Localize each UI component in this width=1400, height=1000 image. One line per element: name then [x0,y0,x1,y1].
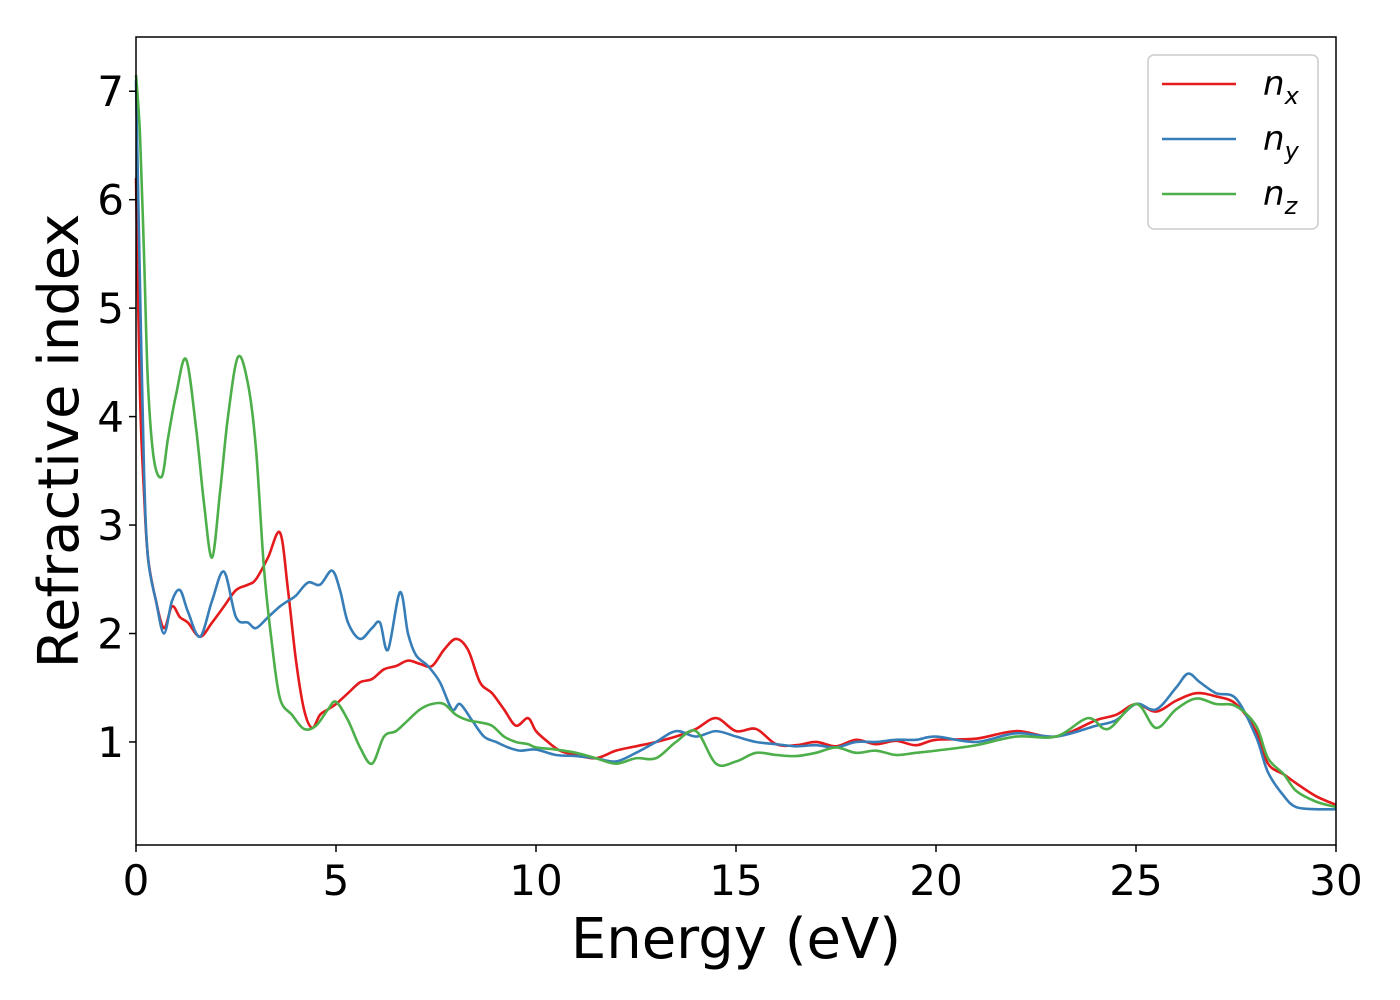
x-tick-label: 0 [123,856,150,905]
legend-label-base: n [1263,119,1285,159]
legend-label-subscript: y [1284,137,1300,165]
series-line-ny [134,80,1337,811]
y-tick-label: 5 [97,284,124,333]
legend-label-base: n [1263,64,1285,104]
x-tick-label: 5 [323,856,350,905]
y-tick-label: 7 [97,67,124,116]
x-tick-label: 15 [709,856,762,905]
y-axis-ticks: 1 2 3 4 5 6 7 [97,67,136,767]
x-axis-ticks: 0 5 10 15 20 25 30 [123,845,1363,905]
legend-label-subscript: x [1284,82,1300,110]
y-axis-label: Refractive index [27,214,92,669]
series-line-nx [134,177,1337,807]
x-tick-label: 20 [909,856,962,905]
y-tick-label: 4 [97,393,124,442]
y-tick-label: 6 [97,176,124,225]
x-tick-label: 25 [1109,856,1162,905]
x-axis-label: Energy (eV) [571,907,901,972]
legend-label-nx: nx [1263,64,1300,110]
legend-box [1147,54,1319,230]
legend-label-base: n [1263,174,1285,214]
y-tick-label: 3 [97,501,124,550]
series-line-nz [134,74,1337,809]
legend-label-subscript: z [1284,192,1299,220]
x-tick-label: 10 [509,856,562,905]
legend-label-nz: nz [1263,174,1299,220]
y-tick-label: 2 [97,610,124,659]
y-tick-label: 1 [97,718,124,767]
series-lines [134,74,1337,811]
legend-label-ny: ny [1263,119,1300,165]
x-tick-label: 30 [1309,856,1362,905]
